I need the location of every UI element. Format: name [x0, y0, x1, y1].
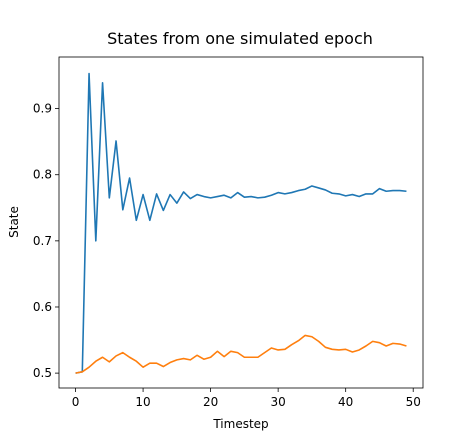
y-tick-label: 0.6	[33, 300, 52, 314]
series-line-2	[75, 334, 407, 374]
x-tick-label: 0	[72, 395, 80, 409]
y-tick-label: 0.9	[33, 102, 52, 116]
x-tick-label: 40	[338, 395, 353, 409]
chart-title: States from one simulated epoch	[107, 29, 373, 48]
axis-ticks: 0 10 20 30 40 50 0.5 0.6 0.7 0.8 0.9	[33, 102, 421, 409]
series-line-1	[75, 72, 407, 374]
y-tick-label: 0.5	[33, 366, 52, 380]
x-axis-label: Timestep	[212, 417, 268, 431]
x-tick-label: 10	[135, 395, 150, 409]
y-axis-label: State	[7, 206, 21, 238]
plot-area	[59, 57, 423, 388]
x-tick-label: 30	[271, 395, 286, 409]
series-lines	[75, 72, 407, 374]
x-tick-label: 20	[203, 395, 218, 409]
y-tick-label: 0.8	[33, 168, 52, 182]
x-tick-label: 50	[406, 395, 421, 409]
plot-frame	[58, 56, 424, 389]
y-tick-label: 0.7	[33, 234, 52, 248]
